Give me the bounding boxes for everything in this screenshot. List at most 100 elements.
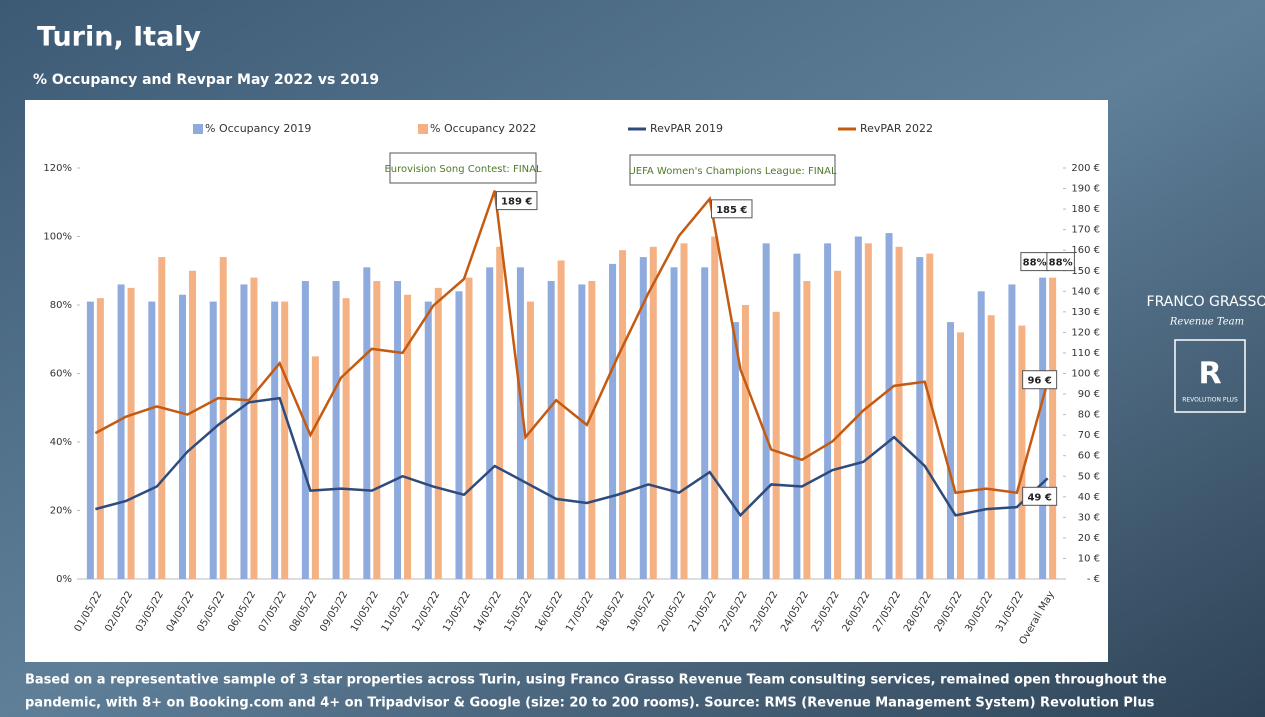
bar <box>1018 325 1026 579</box>
bar <box>240 284 248 579</box>
bar <box>926 253 934 579</box>
bar <box>434 287 442 579</box>
footer-line: Based on a representative sample of 3 st… <box>25 673 1167 688</box>
legend-label: % Occupancy 2022 <box>430 122 536 135</box>
bar <box>824 243 832 579</box>
y2-tick-label: 100 € <box>1071 369 1100 380</box>
bar <box>394 281 402 579</box>
line <box>95 396 1049 518</box>
logo-product: REVOLUTION PLUS <box>1182 397 1238 404</box>
bar <box>649 246 657 579</box>
line <box>94 190 1049 495</box>
bar <box>496 246 504 579</box>
chart-panel <box>25 100 1108 662</box>
bar <box>271 301 279 579</box>
bar <box>526 301 534 579</box>
bar <box>363 267 371 579</box>
chart-title: Turin, Italy <box>37 22 202 53</box>
legend-label: RevPAR 2022 <box>860 122 933 135</box>
bar <box>741 305 749 579</box>
bar <box>762 243 770 579</box>
y-tick-label: 100% <box>43 232 72 243</box>
y2-tick-label: 140 € <box>1071 286 1100 297</box>
bar <box>455 291 463 579</box>
bar <box>547 281 555 579</box>
bar <box>158 257 166 579</box>
bar <box>619 250 627 579</box>
bar <box>281 301 289 579</box>
bar <box>946 322 954 579</box>
bar <box>189 270 197 579</box>
legend-label: RevPAR 2019 <box>650 122 723 135</box>
bar <box>557 260 565 579</box>
data-label-box <box>1022 486 1058 506</box>
annotation-box <box>629 154 836 186</box>
y2-tick-label: 20 € <box>1078 533 1100 544</box>
y2-tick-label: 160 € <box>1071 245 1100 256</box>
annotation: Eurovision Song Contest: FINAL <box>384 164 542 175</box>
bar <box>332 281 340 579</box>
y2-tick-label: 50 € <box>1078 471 1100 482</box>
y2-tick-label: 70 € <box>1078 430 1100 441</box>
data-label-box <box>710 199 753 219</box>
bar <box>1049 277 1057 579</box>
bar <box>864 243 872 579</box>
bar <box>148 301 156 579</box>
bar <box>516 267 524 579</box>
y-tick-label: 0% <box>56 574 72 585</box>
bar <box>895 246 903 579</box>
bar <box>209 301 217 579</box>
data-label: 49 € <box>1027 492 1051 503</box>
y2-tick-label: - € <box>1087 574 1100 585</box>
bar <box>424 301 432 579</box>
data-label: 189 € <box>501 197 532 208</box>
bar <box>301 281 309 579</box>
y2-tick-label: 80 € <box>1078 410 1100 421</box>
bar <box>731 322 739 579</box>
bar <box>117 284 125 579</box>
brand-name: FRANCO GRASSO <box>1147 294 1265 310</box>
data-label-box <box>1022 370 1058 390</box>
bar <box>916 257 924 579</box>
bar <box>179 294 187 579</box>
bar <box>670 267 678 579</box>
annotation-box <box>389 152 537 184</box>
y-tick-label: 40% <box>50 437 72 448</box>
bar <box>834 270 842 579</box>
y2-tick-label: 110 € <box>1071 348 1100 359</box>
bar <box>219 257 227 579</box>
y-tick-label: 120% <box>43 163 72 174</box>
bar <box>1039 277 1047 579</box>
annotation: UEFA Women's Champions League: FINAL <box>628 166 837 177</box>
bar <box>1008 284 1016 579</box>
bar <box>793 253 801 579</box>
y2-tick-label: 90 € <box>1078 389 1100 400</box>
y-tick-label: 80% <box>50 300 72 311</box>
bar <box>486 267 494 579</box>
chart-subtitle: % Occupancy and Revpar May 2022 vs 2019 <box>33 72 379 88</box>
y2-tick-label: 130 € <box>1071 307 1100 318</box>
bar <box>373 281 381 579</box>
bar <box>311 356 319 579</box>
bar <box>639 257 647 579</box>
bar <box>609 263 617 579</box>
legend-swatch <box>418 124 428 134</box>
bar <box>588 281 596 579</box>
bar <box>885 233 893 579</box>
y2-tick-label: 10 € <box>1078 553 1100 564</box>
bar <box>711 236 719 579</box>
bar <box>701 267 709 579</box>
data-label: 88% <box>1023 258 1047 269</box>
bar <box>956 332 964 579</box>
legend-swatch <box>193 124 203 134</box>
y2-tick-label: 170 € <box>1071 225 1100 236</box>
bar <box>680 243 688 579</box>
legend-label: % Occupancy 2019 <box>205 122 311 135</box>
bar <box>96 298 104 579</box>
y2-tick-label: 120 € <box>1071 327 1100 338</box>
bar <box>250 277 258 579</box>
y2-tick-label: 180 € <box>1071 204 1100 215</box>
bar <box>127 287 135 579</box>
data-label: 185 € <box>716 205 747 216</box>
